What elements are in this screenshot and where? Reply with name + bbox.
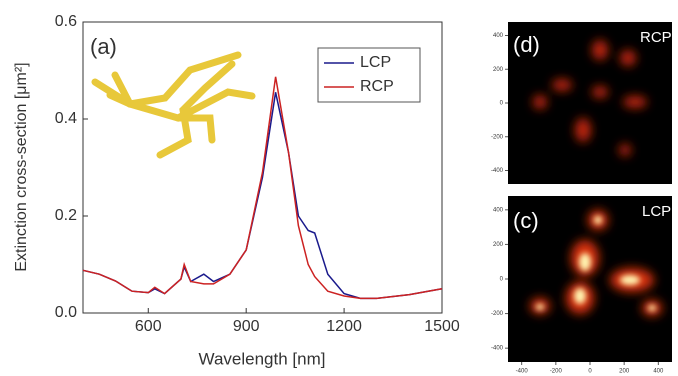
y-tick-label: 0.4: [55, 110, 77, 127]
y-tick-label: -400: [491, 168, 504, 174]
y-tick-label: 400: [493, 33, 504, 39]
field-spots: [533, 40, 647, 156]
structure-icon: [91, 51, 256, 159]
series-line: [82, 76, 443, 300]
y-tick-label: 0.0: [55, 304, 77, 321]
legend-label: LCP: [360, 54, 391, 71]
y-tick-label: 0.6: [55, 13, 77, 30]
x-tick-label: 200: [619, 369, 630, 375]
y-tick-label: 0.2: [55, 207, 77, 224]
legend-box: [317, 47, 421, 103]
x-tick-label: 900: [233, 318, 260, 335]
y-tick-label: 200: [493, 67, 504, 73]
x-tick-label: 400: [653, 369, 664, 375]
x-tick-label: 600: [135, 318, 162, 335]
panel-tag: LCP: [642, 203, 671, 220]
panel-label: (d): [513, 32, 540, 57]
y-tick-label: 200: [493, 242, 504, 248]
y-tick-label: -400: [491, 346, 504, 352]
legend-label: RCP: [360, 78, 394, 95]
plot-frame: [82, 21, 443, 314]
panel-label: (c): [513, 208, 539, 233]
field-spots: [530, 210, 662, 316]
y-tick-label: 400: [493, 207, 504, 213]
x-tick-label: -200: [550, 369, 563, 375]
x-tick-label: 1200: [326, 318, 362, 335]
y-tick-label: 0: [500, 101, 504, 107]
x-tick-label: -400: [516, 369, 529, 375]
x-tick-label: 1500: [424, 318, 460, 335]
x-axis-label: Wavelength [nm]: [199, 349, 326, 368]
series-line: [82, 92, 443, 300]
y-tick-label: -200: [491, 311, 504, 317]
y-tick-label: 0: [500, 277, 504, 283]
panel-label: (a): [90, 34, 117, 59]
y-axis-label: Extinction cross-section [μm²]: [13, 62, 30, 271]
x-tick-label: 0: [588, 369, 592, 375]
y-tick-label: -200: [491, 134, 504, 140]
panel-tag: RCP: [640, 29, 672, 46]
